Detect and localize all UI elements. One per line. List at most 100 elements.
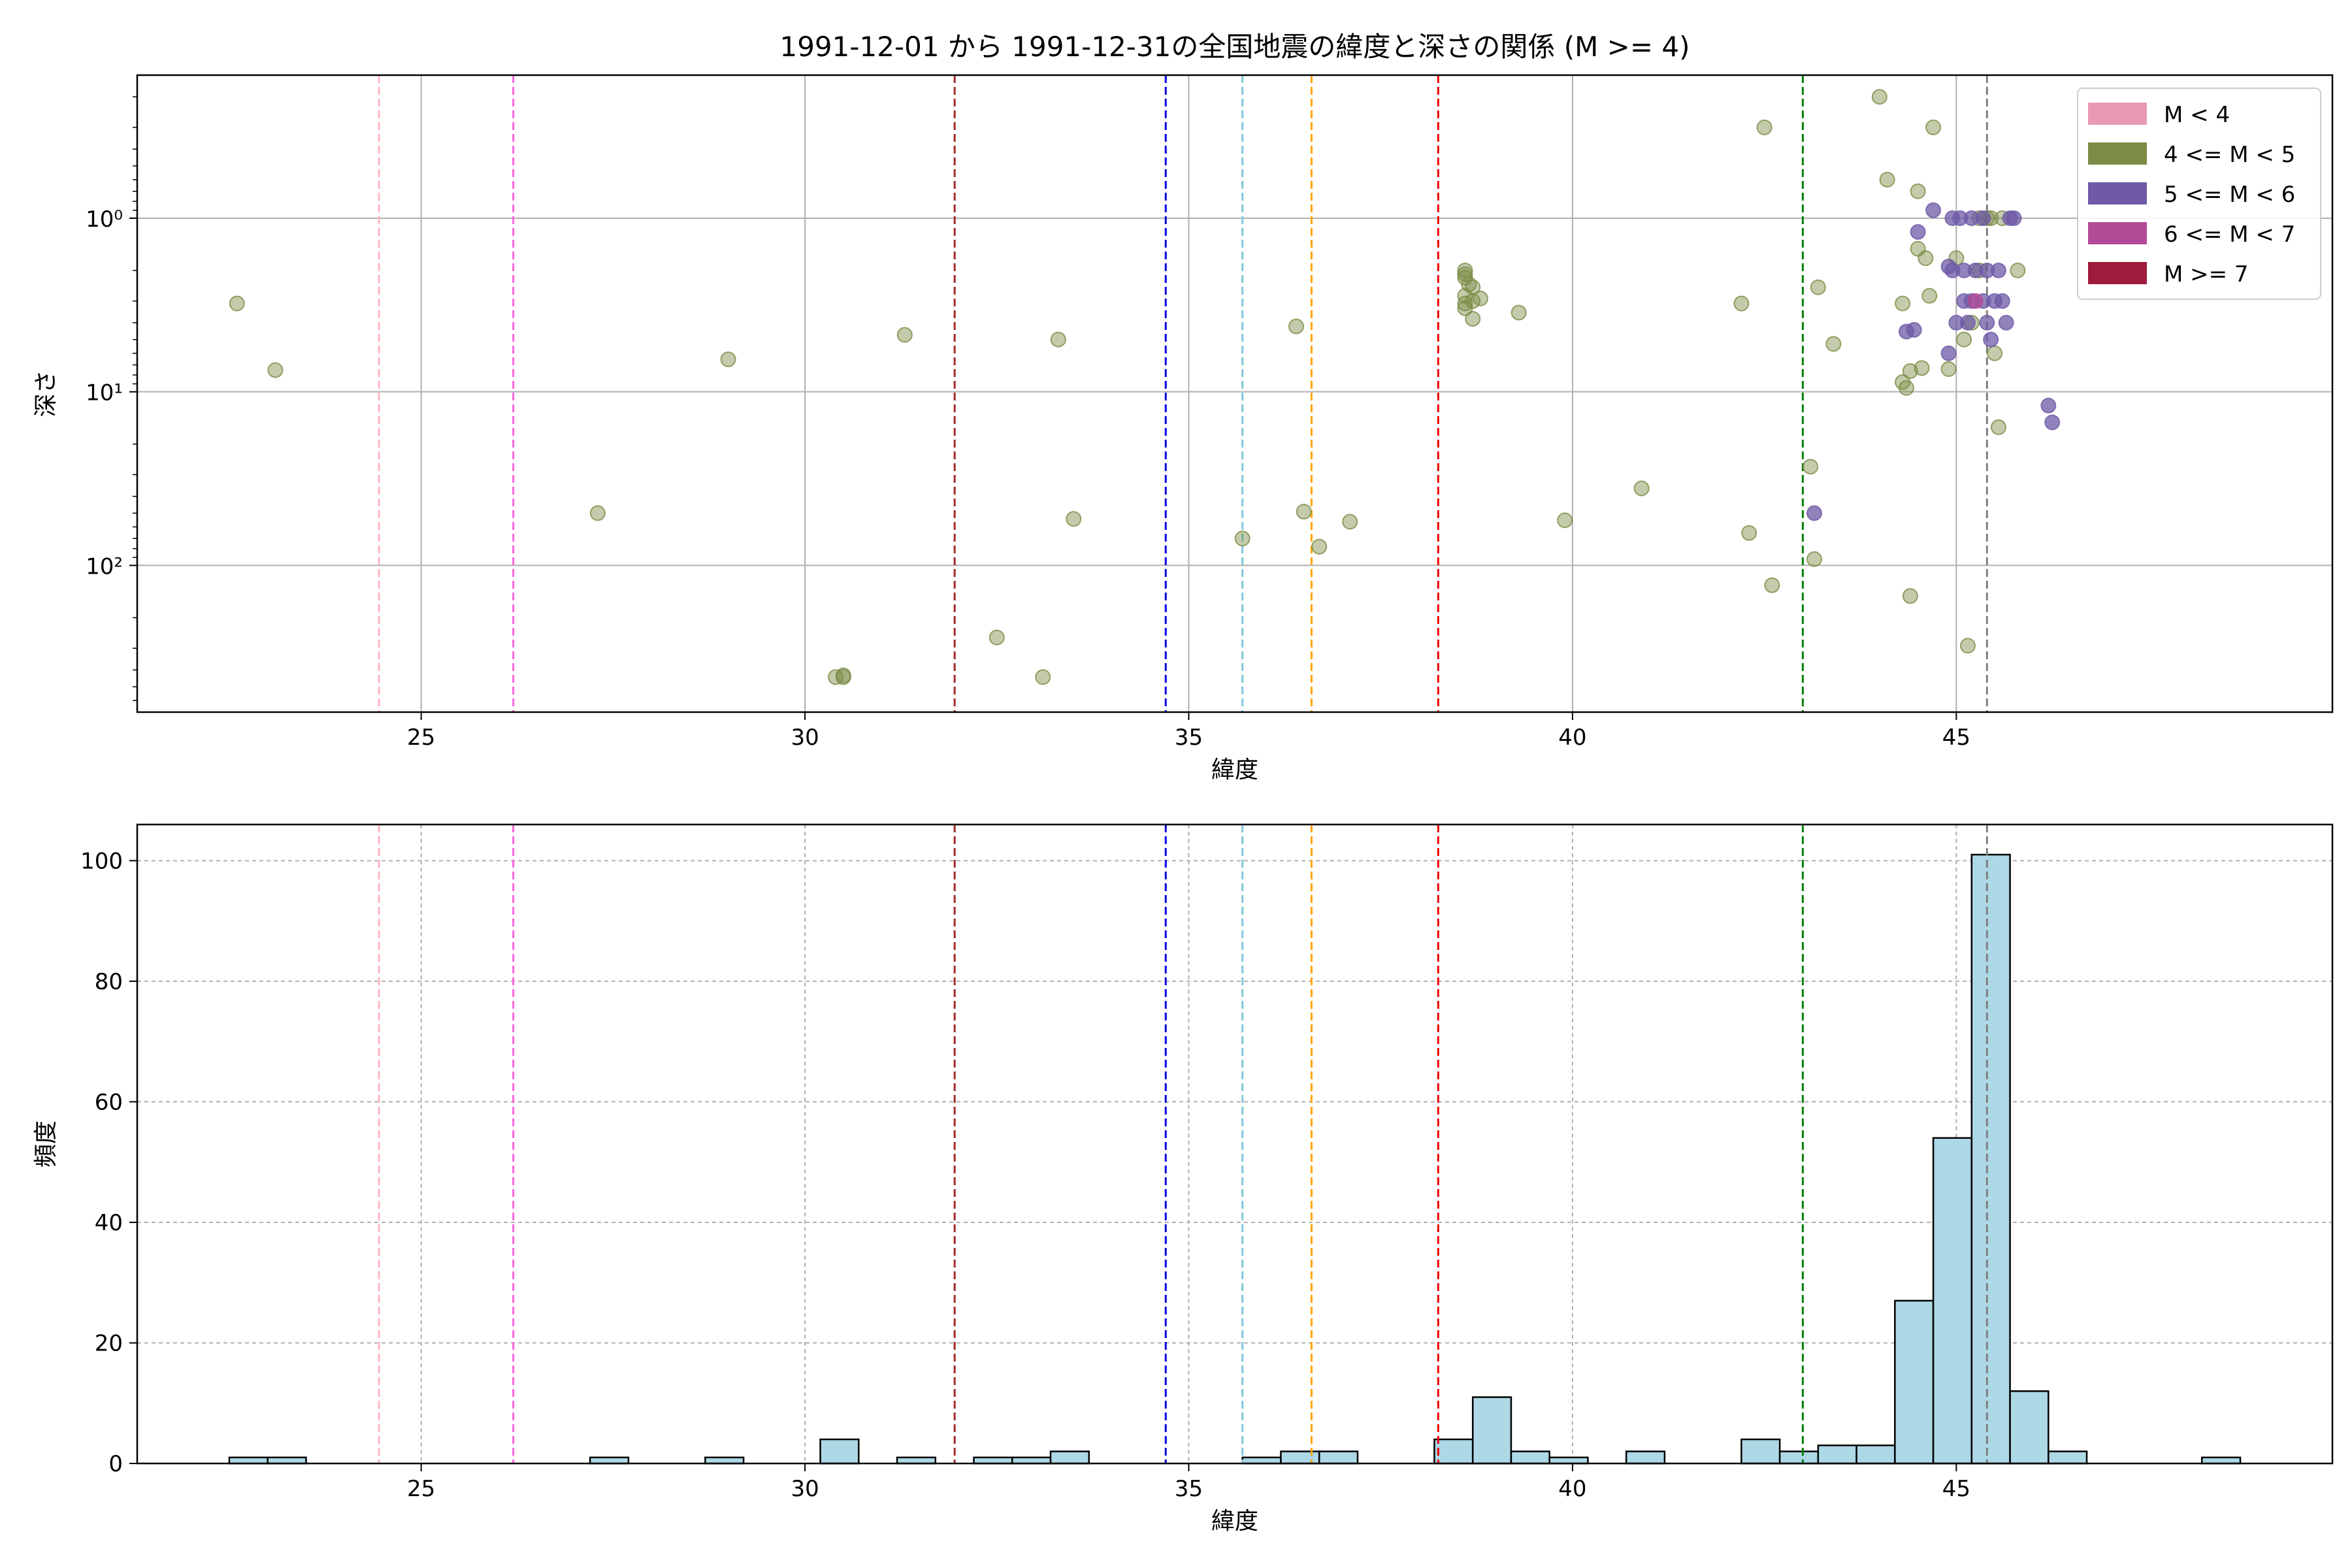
data-point [1956, 331, 1972, 348]
x-axis-label: 緯度 [1211, 757, 1258, 783]
histogram-bar [1855, 1445, 1896, 1465]
data-point [1895, 295, 1911, 312]
plot-frame [136, 74, 2334, 713]
histogram-bar [1011, 1456, 1052, 1465]
data-point [1296, 504, 1312, 520]
data-point [1910, 223, 1926, 240]
x-tick-label: 25 [407, 1476, 435, 1502]
histogram-bar [2048, 1450, 2088, 1465]
legend-swatch [2088, 222, 2147, 244]
data-point [1825, 336, 1842, 352]
data-point [1741, 525, 1757, 541]
data-point [1311, 538, 1328, 555]
histogram-bar [589, 1456, 630, 1465]
data-point [1810, 279, 1826, 295]
histogram-bar [1932, 1137, 1973, 1465]
data-point [1940, 361, 1957, 377]
chart-title: 1991-12-01 から 1991-12-31の全国地震の緯度と深さの関係 (… [779, 31, 1690, 63]
data-point [1764, 577, 1780, 593]
data-point [1457, 266, 1473, 282]
data-point [2010, 262, 2026, 278]
histogram-bar [1049, 1450, 1090, 1465]
y-tick-label: 60 [95, 1089, 123, 1115]
histogram-bar [1318, 1450, 1359, 1465]
histogram-bar [1548, 1456, 1589, 1465]
legend-swatch [2088, 103, 2147, 125]
data-point [1806, 551, 1822, 567]
data-point [1921, 287, 1938, 304]
data-point [1959, 638, 1976, 654]
data-point [1733, 295, 1750, 312]
data-point [1234, 531, 1250, 547]
data-point [1925, 119, 1942, 135]
data-point [1902, 588, 1918, 604]
histogram-bar [1740, 1438, 1781, 1465]
data-point [2044, 414, 2061, 431]
data-point [1879, 171, 1895, 188]
y-tick-label: 10² [86, 553, 123, 580]
data-point [1035, 669, 1051, 685]
data-point [589, 505, 606, 521]
x-tick-label: 45 [1942, 1476, 1970, 1502]
legend-label: M >= 7 [2164, 261, 2249, 287]
x-tick-label: 25 [407, 725, 435, 751]
legend-label: 4 <= M < 5 [2164, 142, 2295, 168]
x-tick-label: 35 [1175, 725, 1203, 751]
x-tick-label: 30 [791, 1476, 819, 1502]
data-point [720, 351, 736, 367]
histogram-bar [1433, 1438, 1474, 1465]
histogram-bar [1970, 853, 2011, 1465]
data-point [1756, 119, 1772, 135]
histogram-bar [1894, 1299, 1935, 1465]
y-tick-label: 10⁰ [86, 206, 123, 233]
data-point [229, 295, 245, 312]
y-axis-label: 深さ [33, 370, 59, 417]
histogram-bar [896, 1456, 937, 1465]
legend-swatch [2088, 182, 2147, 204]
data-point [1990, 262, 2006, 278]
legend-swatch [2088, 262, 2147, 284]
legend-label: M < 4 [2164, 102, 2230, 128]
data-point [1050, 331, 1066, 348]
data-point [988, 629, 1005, 645]
data-point [1066, 511, 1082, 527]
data-point [1342, 514, 1358, 530]
data-point [1987, 345, 2003, 361]
data-point [2006, 210, 2022, 226]
data-point [1918, 250, 1934, 267]
histogram-bar [1625, 1450, 1666, 1465]
legend-label: 5 <= M < 6 [2164, 182, 2295, 208]
y-tick-label: 100 [80, 848, 123, 874]
data-point [1871, 89, 1887, 105]
data-point [1925, 202, 1942, 218]
data-point [1803, 459, 1819, 475]
histogram-panel: 25 30 35 40 45 0 20 40 60 80 100 緯度 頻度 [33, 823, 2334, 1535]
scatter-panel: 25 30 35 40 45 10⁰ 10¹ 10² 緯度 深さ M < 4 4 <= M < 5 5 … [33, 74, 2334, 783]
data-point [1940, 345, 1957, 361]
histogram-bar [2009, 1390, 2050, 1465]
histogram-bar [1241, 1456, 1282, 1465]
data-point [267, 362, 284, 378]
data-point [1288, 318, 1304, 335]
histogram-bar [2201, 1456, 2242, 1465]
data-point [1959, 314, 1976, 331]
legend-swatch [2088, 142, 2147, 165]
data-point [1910, 183, 1926, 199]
plot-frame [136, 823, 2334, 1465]
data-point [1914, 360, 1930, 376]
y-tick-label: 80 [95, 969, 123, 995]
histogram-bar [267, 1456, 307, 1465]
legend-label: 6 <= M < 7 [2164, 221, 2295, 248]
histogram-bar [228, 1456, 269, 1465]
histogram-bar [1817, 1445, 1857, 1465]
x-tick-label: 30 [791, 725, 819, 751]
x-tick-label: 40 [1558, 1476, 1586, 1502]
histogram-bar [1778, 1450, 1820, 1465]
y-tick-label: 40 [95, 1210, 123, 1236]
x-tick-label: 35 [1175, 1476, 1203, 1502]
data-point [1983, 331, 1999, 348]
y-tick-label: 20 [95, 1330, 123, 1356]
x-tick-label: 45 [1942, 725, 1970, 751]
data-point [1906, 321, 1922, 338]
data-point [1472, 290, 1488, 306]
